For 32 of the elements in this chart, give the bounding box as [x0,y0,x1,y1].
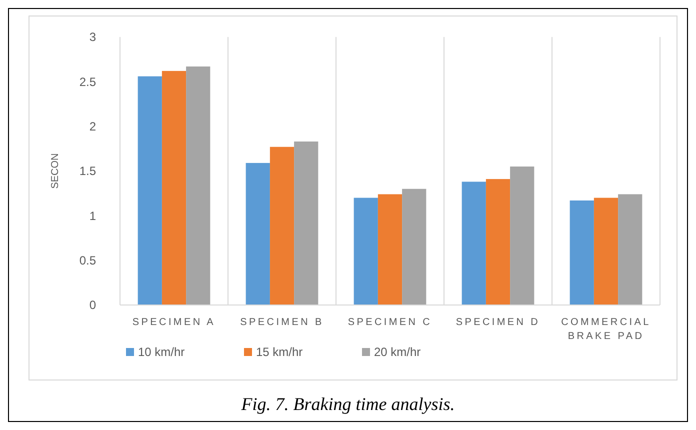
legend-label: 20 km/hr [374,345,421,360]
bar [594,198,618,305]
caption: Fig. 7. Braking time analysis. [240,394,455,414]
x-tick-label: SPECIMEN C [348,317,432,328]
y-axis-title: SECON [50,153,61,189]
y-tick-label: 2.5 [79,74,96,89]
x-tick-label: SPECIMEN A [132,317,216,328]
bar [138,76,162,305]
bar [510,166,534,305]
bar [162,70,186,305]
bar [354,198,378,305]
y-tick-label: 0.5 [79,254,96,268]
x-tick-label: COMMERCIAL BRAKE PAD [561,317,651,342]
legend-label: 10 km/hr [138,345,185,360]
x-tick-label: SPECIMEN B [240,317,324,328]
bar [570,200,594,305]
y-tick-label: 3 [89,30,96,44]
x-tick-label: SPECIMEN D [456,317,540,328]
legend-label: 15 km/hr [256,345,303,360]
bar [270,146,294,305]
bar [246,162,270,305]
y-tick-label: 1.5 [79,164,96,178]
y-tick-label: 1 [89,208,96,223]
y-tick-label: 2 [89,120,96,134]
bar [462,182,486,305]
y-tick-label: 0 [89,298,96,312]
bar [618,194,642,305]
bar [402,188,426,305]
bar [378,194,402,305]
bar [486,179,510,305]
bar [186,66,210,305]
bar [294,142,318,305]
